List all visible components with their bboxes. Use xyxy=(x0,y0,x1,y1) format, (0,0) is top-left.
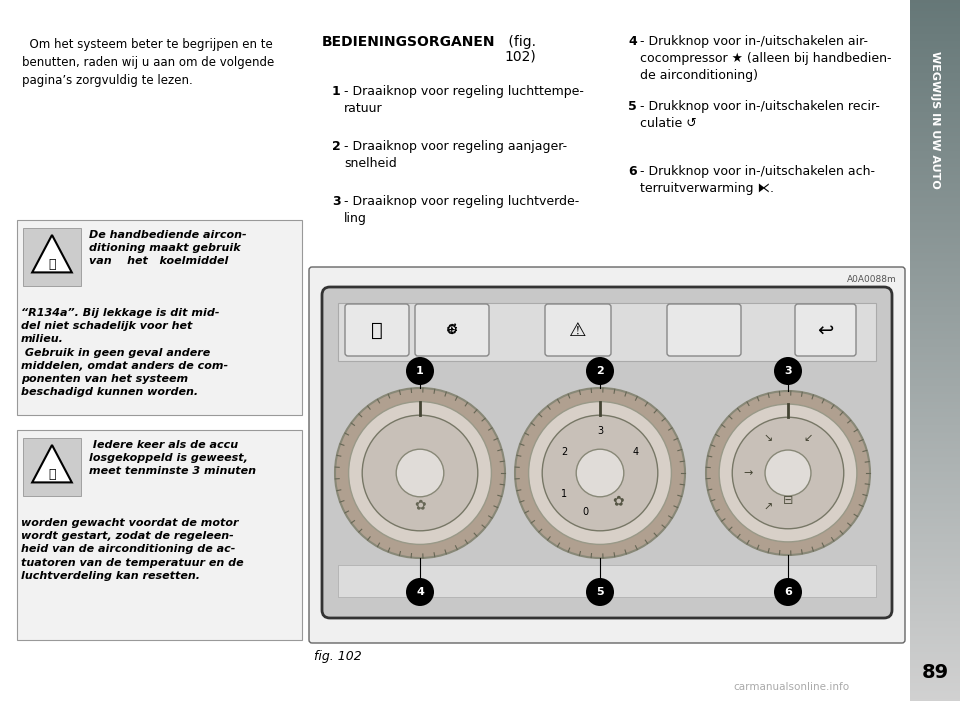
Text: ✿: ✿ xyxy=(414,498,426,512)
Text: 🚗: 🚗 xyxy=(372,320,383,339)
Text: ⊟: ⊟ xyxy=(782,494,793,508)
Text: 3: 3 xyxy=(332,195,341,208)
Bar xyxy=(338,303,876,361)
Text: 3: 3 xyxy=(597,426,603,437)
Circle shape xyxy=(774,578,802,606)
Text: - Drukknop voor in-/uitschakelen ach-
terruitverwarming ⧔.: - Drukknop voor in-/uitschakelen ach- te… xyxy=(640,165,875,195)
Circle shape xyxy=(576,449,624,497)
Text: ⚙: ⚙ xyxy=(445,323,458,337)
Text: BEDIENINGSORGANEN: BEDIENINGSORGANEN xyxy=(322,35,495,49)
Bar xyxy=(17,220,302,415)
Text: 2: 2 xyxy=(332,140,341,153)
Text: 🚗: 🚗 xyxy=(48,259,56,271)
Bar xyxy=(23,438,81,496)
Circle shape xyxy=(362,415,478,531)
Circle shape xyxy=(542,415,658,531)
Circle shape xyxy=(335,388,505,558)
Text: “R134a”. Bij lekkage is dit mid-
del niet schadelijk voor het
milieu.
 Gebruik i: “R134a”. Bij lekkage is dit mid- del nie… xyxy=(21,308,228,397)
Bar xyxy=(17,430,302,640)
Text: 4: 4 xyxy=(628,35,636,48)
Text: 5: 5 xyxy=(596,587,604,597)
Circle shape xyxy=(396,449,444,497)
Text: 🚗: 🚗 xyxy=(48,468,56,482)
FancyBboxPatch shape xyxy=(545,304,611,356)
Text: 1: 1 xyxy=(561,489,567,499)
FancyBboxPatch shape xyxy=(322,287,892,618)
Text: (fig.: (fig. xyxy=(504,35,536,49)
Text: →: → xyxy=(743,468,753,478)
Text: 102): 102) xyxy=(504,50,536,64)
Circle shape xyxy=(774,357,802,385)
Text: ⚠: ⚠ xyxy=(569,320,587,339)
Text: ↗: ↗ xyxy=(763,503,773,512)
Text: 6: 6 xyxy=(628,165,636,178)
Text: ↘: ↘ xyxy=(763,433,773,443)
Circle shape xyxy=(586,357,614,385)
Text: ↙: ↙ xyxy=(804,433,813,443)
Text: 6: 6 xyxy=(784,587,792,597)
Circle shape xyxy=(732,417,844,529)
Text: ⊕⃗: ⊕⃗ xyxy=(446,323,458,337)
Circle shape xyxy=(529,402,671,545)
Text: 2: 2 xyxy=(596,366,604,376)
Text: - Draaiknop voor regeling luchttempe-
ratuur: - Draaiknop voor regeling luchttempe- ra… xyxy=(344,85,584,115)
FancyBboxPatch shape xyxy=(309,267,905,643)
Text: ✿: ✿ xyxy=(612,494,624,508)
Text: - Draaiknop voor regeling luchtverde-
ling: - Draaiknop voor regeling luchtverde- li… xyxy=(344,195,579,225)
Bar xyxy=(23,228,81,286)
Circle shape xyxy=(348,402,492,545)
Text: Om het systeem beter te begrijpen en te
benutten, raden wij u aan om de volgende: Om het systeem beter te begrijpen en te … xyxy=(22,38,275,87)
Circle shape xyxy=(719,404,857,542)
FancyBboxPatch shape xyxy=(795,304,856,356)
Text: 3: 3 xyxy=(784,366,792,376)
Text: ↩: ↩ xyxy=(817,320,833,339)
Text: 89: 89 xyxy=(922,662,948,681)
Text: - Draaiknop voor regeling aanjager-
snelheid: - Draaiknop voor regeling aanjager- snel… xyxy=(344,140,567,170)
Circle shape xyxy=(706,391,870,555)
Polygon shape xyxy=(33,235,72,273)
Text: - Drukknop voor in-/uitschakelen recir-
culatie ↺: - Drukknop voor in-/uitschakelen recir- … xyxy=(640,100,880,130)
Text: fig. 102: fig. 102 xyxy=(314,650,362,663)
Circle shape xyxy=(765,450,811,496)
Circle shape xyxy=(515,388,685,558)
Circle shape xyxy=(406,578,434,606)
Text: 4: 4 xyxy=(633,447,639,457)
Circle shape xyxy=(406,357,434,385)
Bar xyxy=(338,565,876,597)
Text: Iedere keer als de accu
losgekoppeld is geweest,
meet tenminste 3 minuten: Iedere keer als de accu losgekoppeld is … xyxy=(89,440,256,477)
Text: 0: 0 xyxy=(583,507,588,517)
Text: De handbediende aircon-
ditioning maakt gebruik
van    het   koelmiddel: De handbediende aircon- ditioning maakt … xyxy=(89,230,247,266)
FancyBboxPatch shape xyxy=(415,304,489,356)
FancyBboxPatch shape xyxy=(667,304,741,356)
Polygon shape xyxy=(33,445,72,482)
Text: 5: 5 xyxy=(628,100,636,113)
Text: carmanualsonline.info: carmanualsonline.info xyxy=(733,682,850,692)
Text: WEGWIJS IN UW AUTO: WEGWIJS IN UW AUTO xyxy=(930,51,940,189)
Text: 4: 4 xyxy=(416,587,424,597)
Text: 2: 2 xyxy=(561,447,567,457)
Text: 1: 1 xyxy=(416,366,424,376)
Text: - Drukknop voor in-/uitschakelen air-
cocompressor ★ (alleen bij handbedien-
de : - Drukknop voor in-/uitschakelen air- co… xyxy=(640,35,892,82)
Text: 1: 1 xyxy=(332,85,341,98)
FancyBboxPatch shape xyxy=(345,304,409,356)
Text: A0A0088m: A0A0088m xyxy=(848,275,897,284)
Circle shape xyxy=(586,578,614,606)
Text: worden gewacht voordat de motor
wordt gestart, zodat de regeleen-
heid van de ai: worden gewacht voordat de motor wordt ge… xyxy=(21,518,244,581)
